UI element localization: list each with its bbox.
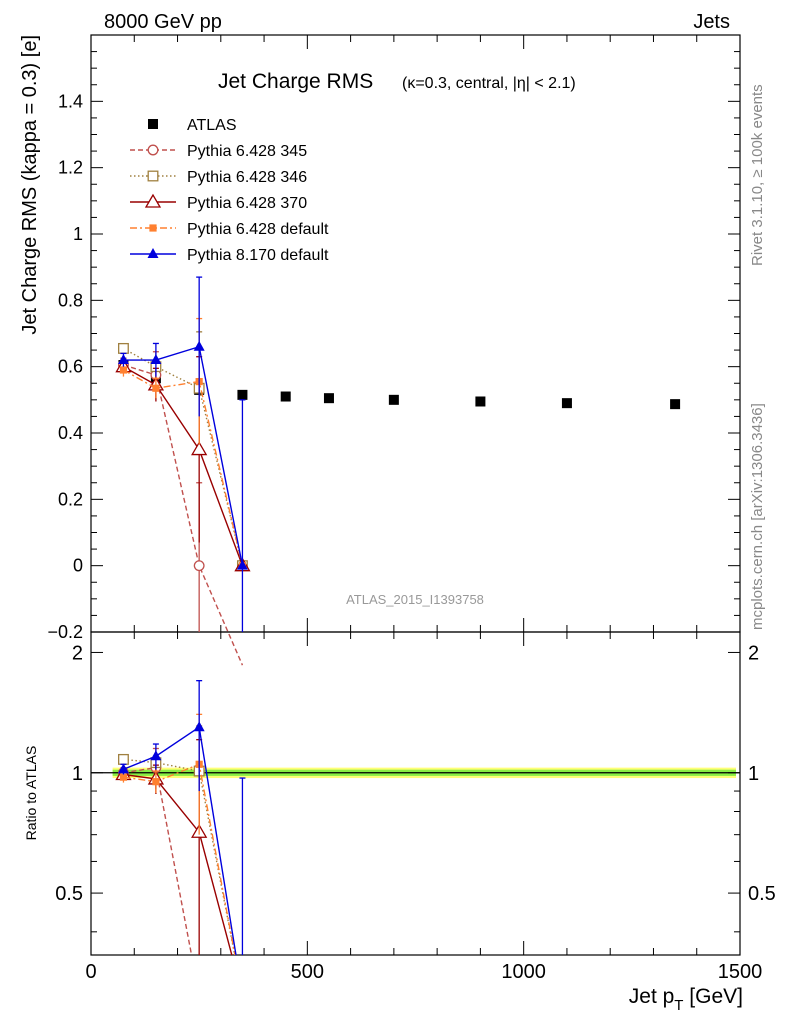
- ratio-point-py8: [117, 763, 129, 774]
- series-py345: [117, 351, 244, 666]
- data-point-py345: [193, 560, 205, 572]
- data-point-py8: [236, 559, 248, 570]
- main-y-tick-label: −0.2: [47, 622, 83, 642]
- x-axis-label: Jet pT [GeV]: [629, 985, 743, 1014]
- main-y-tick-label: 0.8: [58, 290, 83, 310]
- legend-label-py370: Pythia 6.428 370: [187, 195, 307, 212]
- ratio-line-py370: [123, 773, 233, 955]
- legend-label-py345: Pythia 6.428 345: [187, 143, 307, 160]
- ratio-y-tick-label: 0.5: [55, 883, 83, 905]
- legend-item-py345: Pythia 6.428 345: [130, 143, 307, 160]
- main-title-suffix: (κ=0.3, central, |η| < 2.1): [402, 75, 576, 92]
- header-energy-label: 8000 GeV pp: [104, 11, 222, 33]
- side-label-rivet: Rivet 3.1.10, ≥ 100k events: [749, 84, 766, 266]
- data-point-py8: [193, 340, 205, 351]
- ratio-y-axis-label: Ratio to ATLAS: [23, 746, 39, 841]
- main-y-tick-label: 0: [73, 556, 83, 576]
- data-point-atlas: [323, 393, 334, 404]
- legend-label-py346: Pythia 6.428 346: [187, 169, 307, 186]
- main-series-layer: [115, 276, 681, 666]
- legend-marker-py370: [144, 193, 162, 208]
- ratio-plot-frame: [90, 631, 741, 956]
- series-line-py370: [123, 366, 244, 566]
- legend-marker-py345: [147, 144, 159, 156]
- legend-item-py8: Pythia 8.170 default: [130, 247, 329, 264]
- ratio-point-py346: [118, 753, 129, 765]
- legend-label-pydef: Pythia 6.428 default: [187, 221, 329, 238]
- legend-marker-pydef: [149, 224, 157, 232]
- ratio-point-py8: [150, 750, 162, 761]
- legend: ATLAS Pythia 6.428 345 Pythia 6.428 346 Pyt…: [130, 117, 329, 264]
- header-category-label: Jets: [693, 11, 730, 33]
- main-y-tick-label: 0.4: [58, 423, 83, 443]
- data-point-py370: [191, 441, 208, 456]
- main-axis-ticks: −0.2 0 0.2 0.4 0.6 0.8 1 1.2 1.4: [47, 34, 741, 642]
- ratio-y-tick-label: 1: [72, 763, 83, 785]
- ratio-axis-ticks: 0.5 0.5 1 1 2 2 0 500 1000 1500: [55, 632, 776, 983]
- data-point-py8: [150, 354, 162, 365]
- legend-marker-py346: [147, 170, 159, 182]
- data-point-atlas: [388, 394, 399, 405]
- legend-item-py370: Pythia 6.428 370: [130, 193, 307, 212]
- ratio-y-tick-label-right: 1: [748, 763, 759, 785]
- x-tick-label: 1000: [501, 961, 546, 983]
- series-line-pydef: [123, 369, 244, 566]
- main-title: Jet Charge RMS: [218, 70, 373, 93]
- x-tick-label: 0: [85, 961, 96, 983]
- legend-label-py8: Pythia 8.170 default: [187, 247, 329, 264]
- legend-item-atlas: ATLAS: [148, 117, 237, 134]
- legend-item-pydef: Pythia 6.428 default: [130, 221, 329, 238]
- main-y-tick-label: 0.2: [58, 489, 83, 509]
- ratio-point-py8: [193, 721, 205, 732]
- legend-item-py346: Pythia 6.428 346: [130, 169, 307, 186]
- ratio-series-layer: [115, 680, 246, 955]
- ratio-line-py346: [123, 758, 236, 955]
- data-point-atlas: [237, 389, 248, 400]
- data-point-py346: [118, 342, 129, 354]
- ratio-uncertainty-band: [91, 767, 740, 779]
- series-pydef: [119, 317, 247, 570]
- series-py346: [118, 331, 248, 572]
- ratio-point-pydef: [119, 773, 128, 781]
- data-point-pydef: [119, 366, 128, 374]
- ratio-line-py8: [123, 726, 237, 955]
- legend-label-atlas: ATLAS: [187, 117, 237, 134]
- main-y-tick-label: 1: [73, 224, 83, 244]
- data-point-py8: [117, 354, 129, 365]
- series-line-py8: [123, 345, 244, 566]
- series-line-py346: [123, 347, 244, 566]
- data-point-atlas: [561, 398, 572, 409]
- legend-marker-py8: [147, 248, 159, 258]
- main-watermark: ATLAS_2015_I1393758: [346, 592, 484, 607]
- ratio-line-py345: [123, 766, 193, 955]
- ratio-series-py8: [117, 680, 246, 955]
- side-label-source: mcplots.cern.ch [arXiv:1306.3436]: [749, 403, 766, 630]
- ratio-series-py345: [117, 747, 193, 955]
- data-point-pydef: [152, 384, 160, 392]
- data-point-atlas: [670, 399, 681, 410]
- main-y-tick-label: 1.4: [58, 91, 83, 111]
- ratio-y-tick-label-right: 0.5: [748, 883, 776, 905]
- data-point-atlas: [475, 396, 486, 407]
- x-tick-label: 500: [291, 961, 324, 983]
- series-py370: [115, 356, 251, 572]
- ratio-line-pydef: [123, 763, 236, 955]
- ratio-series-pydef: [119, 713, 236, 955]
- x-tick-label: 1500: [718, 961, 763, 983]
- ratio-point-pydef: [152, 778, 160, 786]
- series-py8: [117, 276, 248, 632]
- data-point-atlas: [280, 391, 291, 402]
- ratio-y-tick-label-right: 2: [748, 642, 759, 664]
- series-line-py345: [123, 364, 244, 666]
- main-y-tick-label: 1.2: [58, 158, 83, 178]
- ratio-y-tick-label: 2: [72, 642, 83, 664]
- main-y-axis-label: Jet Charge RMS (kappa = 0.3) [e]: [19, 35, 41, 335]
- legend-marker-atlas: [148, 119, 158, 129]
- main-y-tick-label: 0.6: [58, 357, 83, 377]
